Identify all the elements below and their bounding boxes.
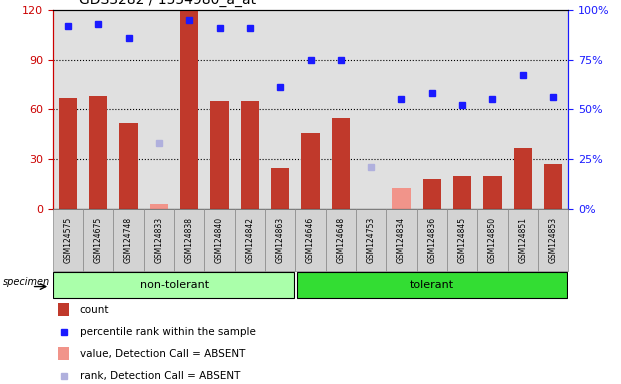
Bar bbox=[59, 98, 77, 209]
Text: GSM124753: GSM124753 bbox=[366, 217, 376, 263]
Bar bbox=[119, 123, 138, 209]
Text: GSM124842: GSM124842 bbox=[245, 217, 255, 263]
Text: rank, Detection Call = ABSENT: rank, Detection Call = ABSENT bbox=[79, 371, 240, 381]
Bar bbox=[301, 133, 320, 209]
Bar bbox=[211, 101, 229, 209]
Text: GSM124675: GSM124675 bbox=[94, 217, 102, 263]
Bar bbox=[356, 209, 386, 271]
Bar bbox=[483, 176, 502, 209]
Bar bbox=[174, 209, 204, 271]
Bar bbox=[417, 209, 447, 271]
Text: GSM124833: GSM124833 bbox=[155, 217, 163, 263]
Bar bbox=[235, 209, 265, 271]
Text: GSM124834: GSM124834 bbox=[397, 217, 406, 263]
Text: non-tolerant: non-tolerant bbox=[140, 280, 209, 290]
Bar bbox=[538, 209, 568, 271]
Text: GSM124836: GSM124836 bbox=[427, 217, 437, 263]
Text: value, Detection Call = ABSENT: value, Detection Call = ABSENT bbox=[79, 349, 245, 359]
Text: GSM124845: GSM124845 bbox=[458, 217, 466, 263]
Bar bbox=[143, 209, 174, 271]
Bar bbox=[58, 347, 70, 360]
Bar bbox=[392, 188, 410, 209]
Bar bbox=[447, 209, 478, 271]
Text: GSM124850: GSM124850 bbox=[488, 217, 497, 263]
Text: GSM124851: GSM124851 bbox=[519, 217, 527, 263]
Bar bbox=[544, 164, 562, 209]
Bar bbox=[204, 209, 235, 271]
Text: GSM124748: GSM124748 bbox=[124, 217, 133, 263]
Text: count: count bbox=[79, 305, 109, 314]
Bar bbox=[514, 148, 532, 209]
Bar bbox=[180, 10, 198, 209]
Bar bbox=[332, 118, 350, 209]
Bar bbox=[265, 209, 296, 271]
Text: GDS3282 / 1554980_a_at: GDS3282 / 1554980_a_at bbox=[78, 0, 256, 7]
Bar bbox=[453, 176, 471, 209]
Text: GSM124853: GSM124853 bbox=[548, 217, 558, 263]
Text: GSM124863: GSM124863 bbox=[276, 217, 284, 263]
Text: GSM124648: GSM124648 bbox=[337, 217, 345, 263]
Bar bbox=[297, 272, 567, 298]
Text: percentile rank within the sample: percentile rank within the sample bbox=[79, 327, 255, 337]
Text: GSM124840: GSM124840 bbox=[215, 217, 224, 263]
Text: GSM124575: GSM124575 bbox=[63, 217, 73, 263]
Bar bbox=[89, 96, 107, 209]
Bar bbox=[271, 168, 289, 209]
Text: GSM124838: GSM124838 bbox=[184, 217, 194, 263]
Bar bbox=[478, 209, 507, 271]
Bar bbox=[241, 101, 259, 209]
Bar bbox=[58, 303, 70, 316]
Bar bbox=[325, 209, 356, 271]
Bar bbox=[114, 209, 143, 271]
Bar bbox=[83, 209, 114, 271]
Bar bbox=[507, 209, 538, 271]
Bar bbox=[53, 272, 294, 298]
Bar bbox=[53, 209, 83, 271]
Bar bbox=[386, 209, 417, 271]
Bar bbox=[150, 204, 168, 209]
Bar bbox=[296, 209, 325, 271]
Text: GSM124646: GSM124646 bbox=[306, 217, 315, 263]
Bar bbox=[423, 179, 441, 209]
Text: specimen: specimen bbox=[2, 277, 50, 287]
Text: tolerant: tolerant bbox=[410, 280, 454, 290]
